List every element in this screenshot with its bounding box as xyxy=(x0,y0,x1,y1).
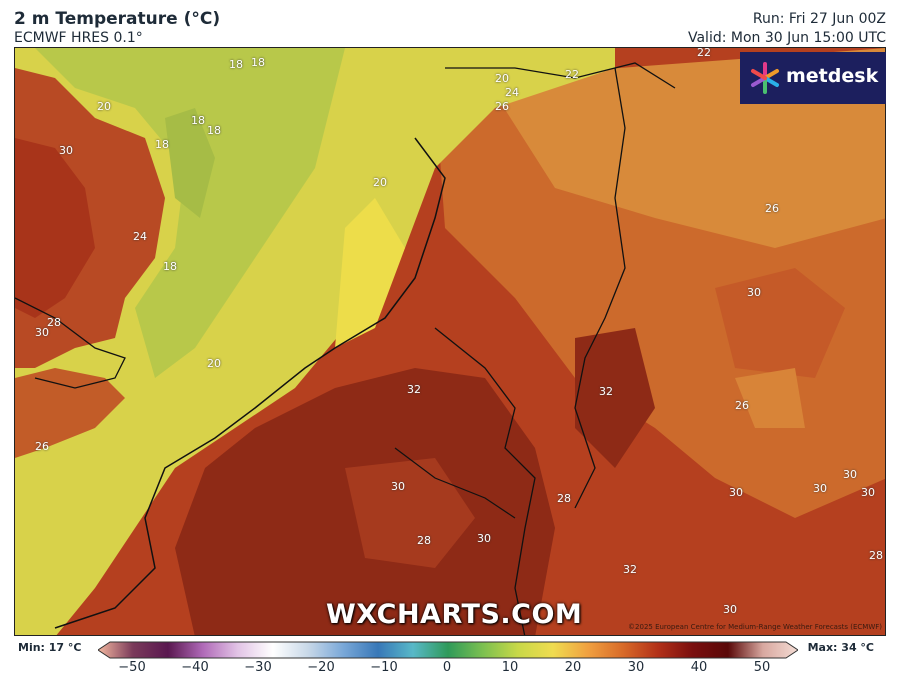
metdesk-burst-icon xyxy=(751,62,779,94)
border-east xyxy=(574,67,626,509)
colorbar: Min: 17 °C −50 −40 −30 −20 −10 0 10 20 30 40 50 Ma… xyxy=(0,638,900,689)
colorbar-gradient xyxy=(98,641,798,659)
contour-label: 18 xyxy=(155,138,169,151)
colorbar-tick: 0 xyxy=(442,660,452,675)
contour-label: 28 xyxy=(869,549,883,562)
map-canvas xyxy=(15,48,885,635)
southern-england xyxy=(15,368,125,458)
contour-label: 30 xyxy=(391,480,405,493)
contour-label: 26 xyxy=(495,100,509,113)
contour-label: 28 xyxy=(47,316,61,329)
sea-zone xyxy=(15,48,615,635)
contour-label: 30 xyxy=(477,532,491,545)
border-lux xyxy=(394,447,516,519)
watermark: WXCHARTS.COM xyxy=(326,599,583,630)
contour-label: 26 xyxy=(735,399,749,412)
north-coast xyxy=(445,62,676,89)
colorbar-tick: 40 xyxy=(690,660,708,675)
colorbar-tick: −20 xyxy=(307,660,335,675)
max-label: Max: 34 °C xyxy=(807,641,874,654)
contour-label: 18 xyxy=(163,260,177,273)
metdesk-logo: metdesk xyxy=(740,52,886,104)
contour-label: 30 xyxy=(35,326,49,339)
coast-warm-sea xyxy=(335,198,405,348)
contour-label: 20 xyxy=(495,72,509,85)
contour-label: 18 xyxy=(229,58,243,71)
colorbar-tick: 20 xyxy=(564,660,582,675)
contour-label: 22 xyxy=(697,47,711,59)
contour-label: 26 xyxy=(765,202,779,215)
contour-label: 30 xyxy=(747,286,761,299)
colorbar-tick: 50 xyxy=(753,660,771,675)
temperature-map[interactable]: 18 18 20 18 18 18 30 24 18 20 20 22 22 24 26 26 30 28 30 32… xyxy=(14,47,886,636)
valid-time: Valid: Mon 30 Jun 15:00 UTC xyxy=(687,30,886,46)
contour-label: 18 xyxy=(191,114,205,127)
contour-label: 30 xyxy=(861,486,875,499)
min-label: Min: 17 °C xyxy=(18,641,82,654)
contour-label: 20 xyxy=(373,176,387,189)
contour-label: 30 xyxy=(729,486,743,499)
logo-text: metdesk xyxy=(786,65,879,87)
contour-label: 22 xyxy=(565,68,579,81)
contour-label: 26 xyxy=(35,440,49,453)
contour-label: 30 xyxy=(813,482,827,495)
contour-label: 30 xyxy=(843,468,857,481)
contour-label: 20 xyxy=(97,100,111,113)
run-time: Run: Fri 27 Jun 00Z xyxy=(752,11,886,27)
contour-label: 32 xyxy=(623,563,637,576)
model-subtitle: ECMWF HRES 0.1° xyxy=(14,30,143,46)
england-hot xyxy=(15,138,95,318)
map-title: 2 m Temperature (°C) xyxy=(14,9,221,29)
east-hot-patch xyxy=(715,268,845,378)
east-mild-patch xyxy=(735,368,805,428)
colorbar-tick: 10 xyxy=(501,660,519,675)
contour-label: 24 xyxy=(133,230,147,243)
copyright-text: ©2025 European Centre for Medium-Range W… xyxy=(628,623,882,631)
contour-label: 18 xyxy=(207,124,221,137)
contour-label: 30 xyxy=(59,144,73,157)
colorbar-tick: 30 xyxy=(627,660,645,675)
germany-hot-zone xyxy=(575,328,655,468)
coastline xyxy=(54,137,446,629)
contour-label: 24 xyxy=(505,86,519,99)
border-west xyxy=(434,327,536,635)
contour-label: 18 xyxy=(251,56,265,69)
colorbar-tick: −30 xyxy=(244,660,272,675)
contour-label: 32 xyxy=(599,385,613,398)
coolest-patch xyxy=(165,108,215,218)
colorbar-tick: −50 xyxy=(118,660,146,675)
cool-sea-zone xyxy=(35,48,345,378)
contour-label: 28 xyxy=(417,534,431,547)
france-patch xyxy=(345,458,475,568)
contour-label: 32 xyxy=(407,383,421,396)
colorbar-tick: −10 xyxy=(370,660,398,675)
colorbar-tick: −40 xyxy=(181,660,209,675)
contour-label: 28 xyxy=(557,492,571,505)
contour-label: 30 xyxy=(723,603,737,616)
chart-header: 2 m Temperature (°C) ECMWF HRES 0.1° Run… xyxy=(0,0,900,47)
contour-label: 20 xyxy=(207,357,221,370)
england-coast xyxy=(15,297,126,389)
